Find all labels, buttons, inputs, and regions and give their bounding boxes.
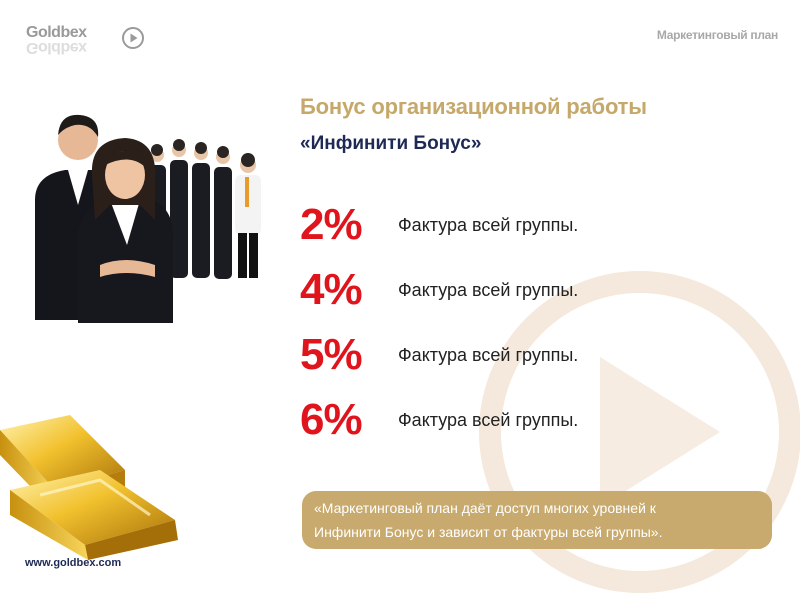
logo-text: Goldbex <box>26 24 87 41</box>
goldbex-logo[interactable]: Goldbex Goldbex <box>26 24 144 58</box>
website-link[interactable]: www.goldbex.com <box>25 557 122 569</box>
page-subtitle: «Инфинити Бонус» <box>300 133 482 154</box>
play-circle-watermark-icon <box>479 271 800 593</box>
logo-reflection: Goldbex <box>26 39 87 56</box>
gold-bars-image <box>0 415 178 560</box>
quote-line: Инфинити Бонус и зависит от фактуры всей… <box>314 524 663 540</box>
bonus-percent: 2% <box>300 200 363 249</box>
section-label: Маркетинговый план <box>656 28 778 42</box>
bonus-row: 2% Фактура всей группы. <box>300 195 720 255</box>
bonus-row: 4% Фактура всей группы. <box>300 260 720 320</box>
quote-line: «Маркетинговый план даёт доступ многих у… <box>314 500 656 516</box>
bonus-percent: 4% <box>300 265 363 314</box>
bonus-percent: 6% <box>300 395 363 444</box>
bonus-description: Фактура всей группы. <box>398 215 579 235</box>
play-circle-icon <box>122 27 144 49</box>
bonus-percent: 5% <box>300 330 363 379</box>
quote-box: «Маркетинговый план даёт доступ многих у… <box>302 491 772 549</box>
bonus-description: Фактура всей группы. <box>398 345 579 365</box>
bonus-row: 6% Фактура всей группы. <box>300 390 720 450</box>
bonus-description: Фактура всей группы. <box>398 280 579 300</box>
page-title: Бонус организационной работы <box>300 94 647 119</box>
bonus-description: Фактура всей группы. <box>398 410 579 430</box>
business-team-illustration <box>35 114 261 323</box>
bonus-row: 5% Фактура всей группы. <box>300 325 720 385</box>
